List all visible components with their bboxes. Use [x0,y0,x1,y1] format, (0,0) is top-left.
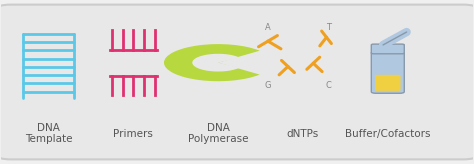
FancyBboxPatch shape [0,5,474,159]
FancyBboxPatch shape [375,75,401,91]
Text: A: A [265,23,271,32]
Wedge shape [164,44,260,81]
Text: T: T [327,23,331,32]
Text: G: G [264,81,271,90]
Text: Primers: Primers [113,129,153,139]
Text: Buffer/Cofactors: Buffer/Cofactors [345,129,430,139]
Text: C: C [326,81,332,90]
Text: dNTPs: dNTPs [287,129,319,139]
FancyBboxPatch shape [371,51,404,93]
Text: DNA
Polymerase: DNA Polymerase [188,123,248,144]
Text: DNA
Template: DNA Template [25,123,72,144]
FancyBboxPatch shape [371,44,404,54]
Wedge shape [192,54,239,72]
